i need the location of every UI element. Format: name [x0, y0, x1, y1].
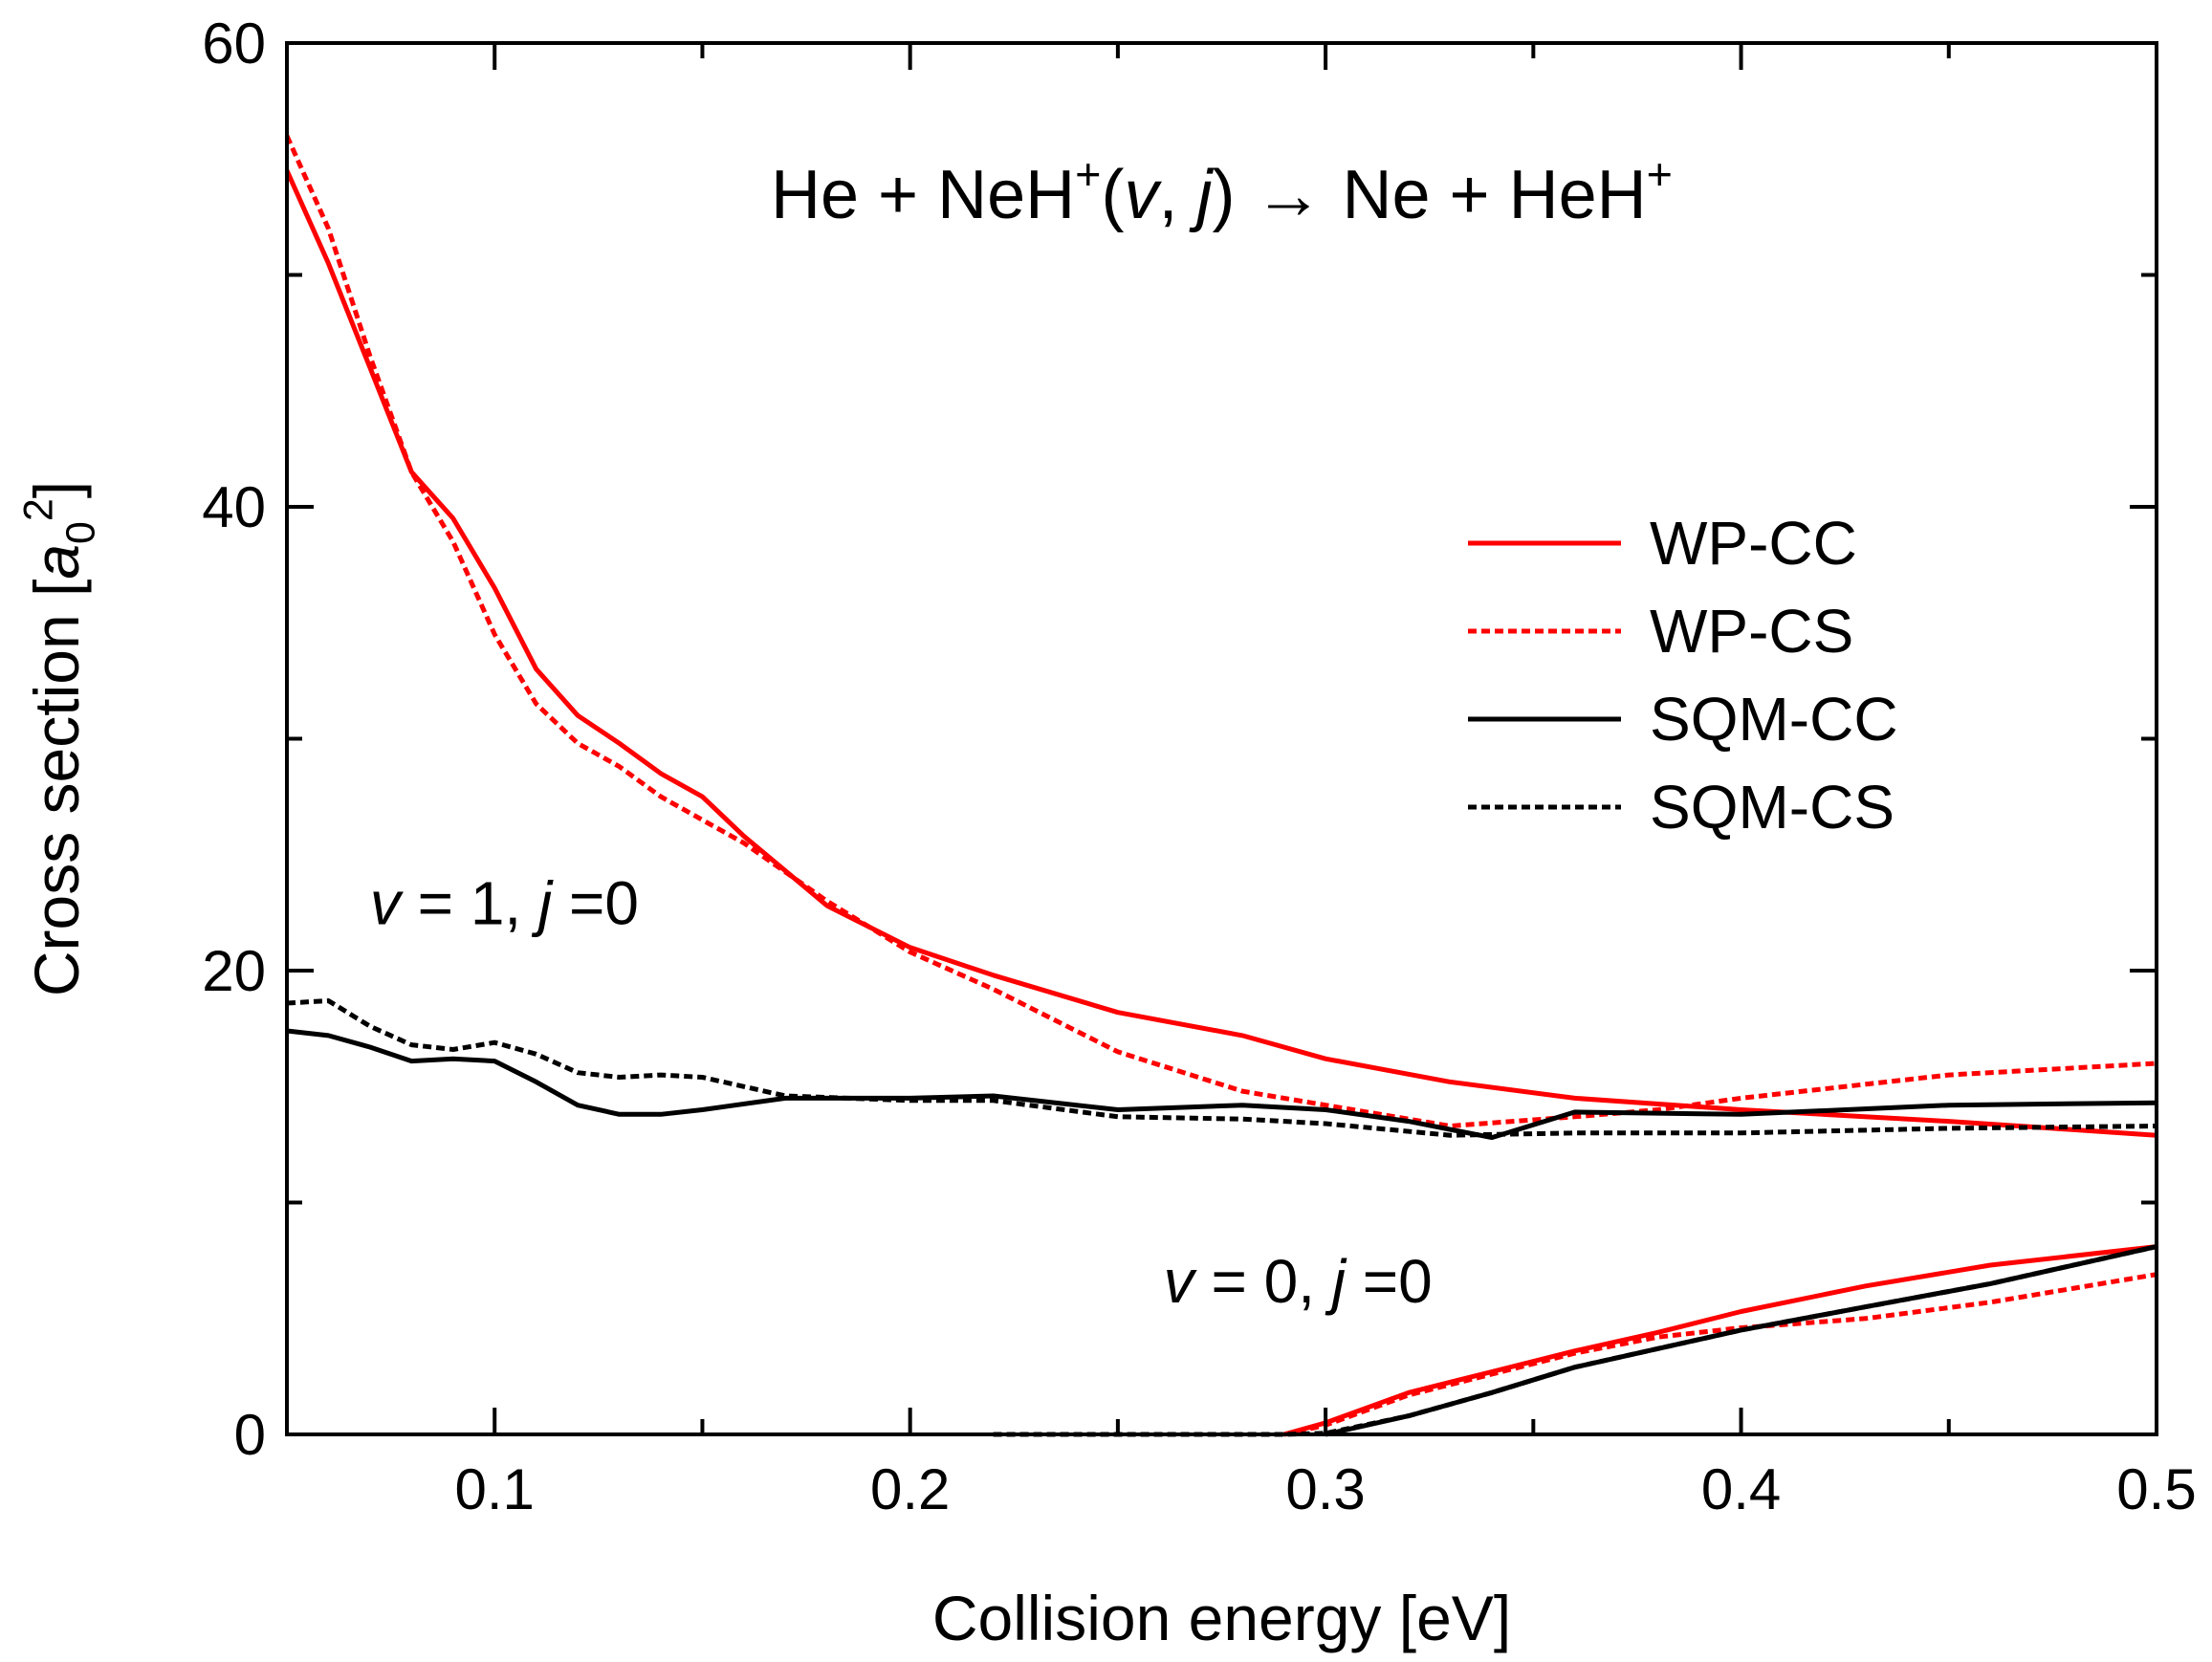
- legend: WP-CC WP-CS SQM-CC SQM-CS: [1468, 509, 1898, 842]
- y-tick-label: 40: [202, 475, 266, 539]
- y-axis-label-part: 2: [15, 498, 61, 521]
- y-axis-label-part: ]: [21, 481, 92, 498]
- annotation-v0-part: v: [1164, 1247, 1198, 1316]
- x-tick-label: 0.1: [455, 1457, 535, 1521]
- series-sqm-cc-v1-line: [286, 1028, 2157, 1141]
- y-tick-label: 60: [202, 11, 266, 76]
- chart-title-part: +: [1647, 149, 1673, 199]
- y-axis-label-part: a: [21, 544, 92, 580]
- annotation-v1-part: v: [370, 869, 405, 938]
- annotation-v0-part: = 0,: [1194, 1247, 1332, 1316]
- chart-title-part: He + NeH: [771, 157, 1075, 233]
- legend-label-sqm-cc: SQM-CC: [1650, 685, 1898, 754]
- x-tick-label: 0.3: [1285, 1457, 1365, 1521]
- annotation-v1-part: = 1,: [401, 869, 538, 938]
- x-tick-label: 0.5: [2116, 1457, 2196, 1521]
- y-axis-label: Cross section [a02]: [15, 481, 103, 996]
- series-wp-cs-v1-line: [284, 134, 2157, 1128]
- legend-label-wp-cs: WP-CS: [1650, 597, 1853, 666]
- legend-label-wp-cc: WP-CC: [1650, 509, 1857, 578]
- annotation-v1: v = 1, j =0: [370, 869, 639, 938]
- series-sqm-cs-v1-line: [286, 998, 2157, 1138]
- y-tick-label: 0: [234, 1403, 266, 1467]
- ticks-layer: [287, 41, 2158, 1436]
- chart-title: He + NeH+(v, j) → Ne + HeH+: [771, 149, 1673, 233]
- x-axis-label: Collision energy [eV]: [932, 1583, 1511, 1653]
- x-tick-label: 0.2: [870, 1457, 950, 1521]
- y-axis-label-part: 0: [58, 521, 104, 544]
- y-axis-label-part: Cross section [: [21, 580, 92, 996]
- chart-title-part: +: [1075, 149, 1101, 199]
- y-tick-label: 20: [202, 939, 266, 1003]
- annotation-v0-part: =0: [1346, 1247, 1433, 1316]
- annotation-v0: v = 0, j =0: [1164, 1247, 1433, 1316]
- series-wp-cs-v0-line: [1283, 1272, 2157, 1437]
- annotation-v1-part: =0: [552, 869, 639, 938]
- series-wp-cc-v1-line: [284, 169, 2157, 1138]
- chart-title-part: ) → Ne + HeH: [1213, 157, 1647, 233]
- x-tick-label: 0.4: [1701, 1457, 1781, 1521]
- chart-title-part: ,: [1158, 157, 1196, 233]
- chart-title-part: (: [1102, 157, 1125, 233]
- chart-title-part: v: [1124, 157, 1162, 233]
- legend-label-sqm-cs: SQM-CS: [1650, 773, 1894, 842]
